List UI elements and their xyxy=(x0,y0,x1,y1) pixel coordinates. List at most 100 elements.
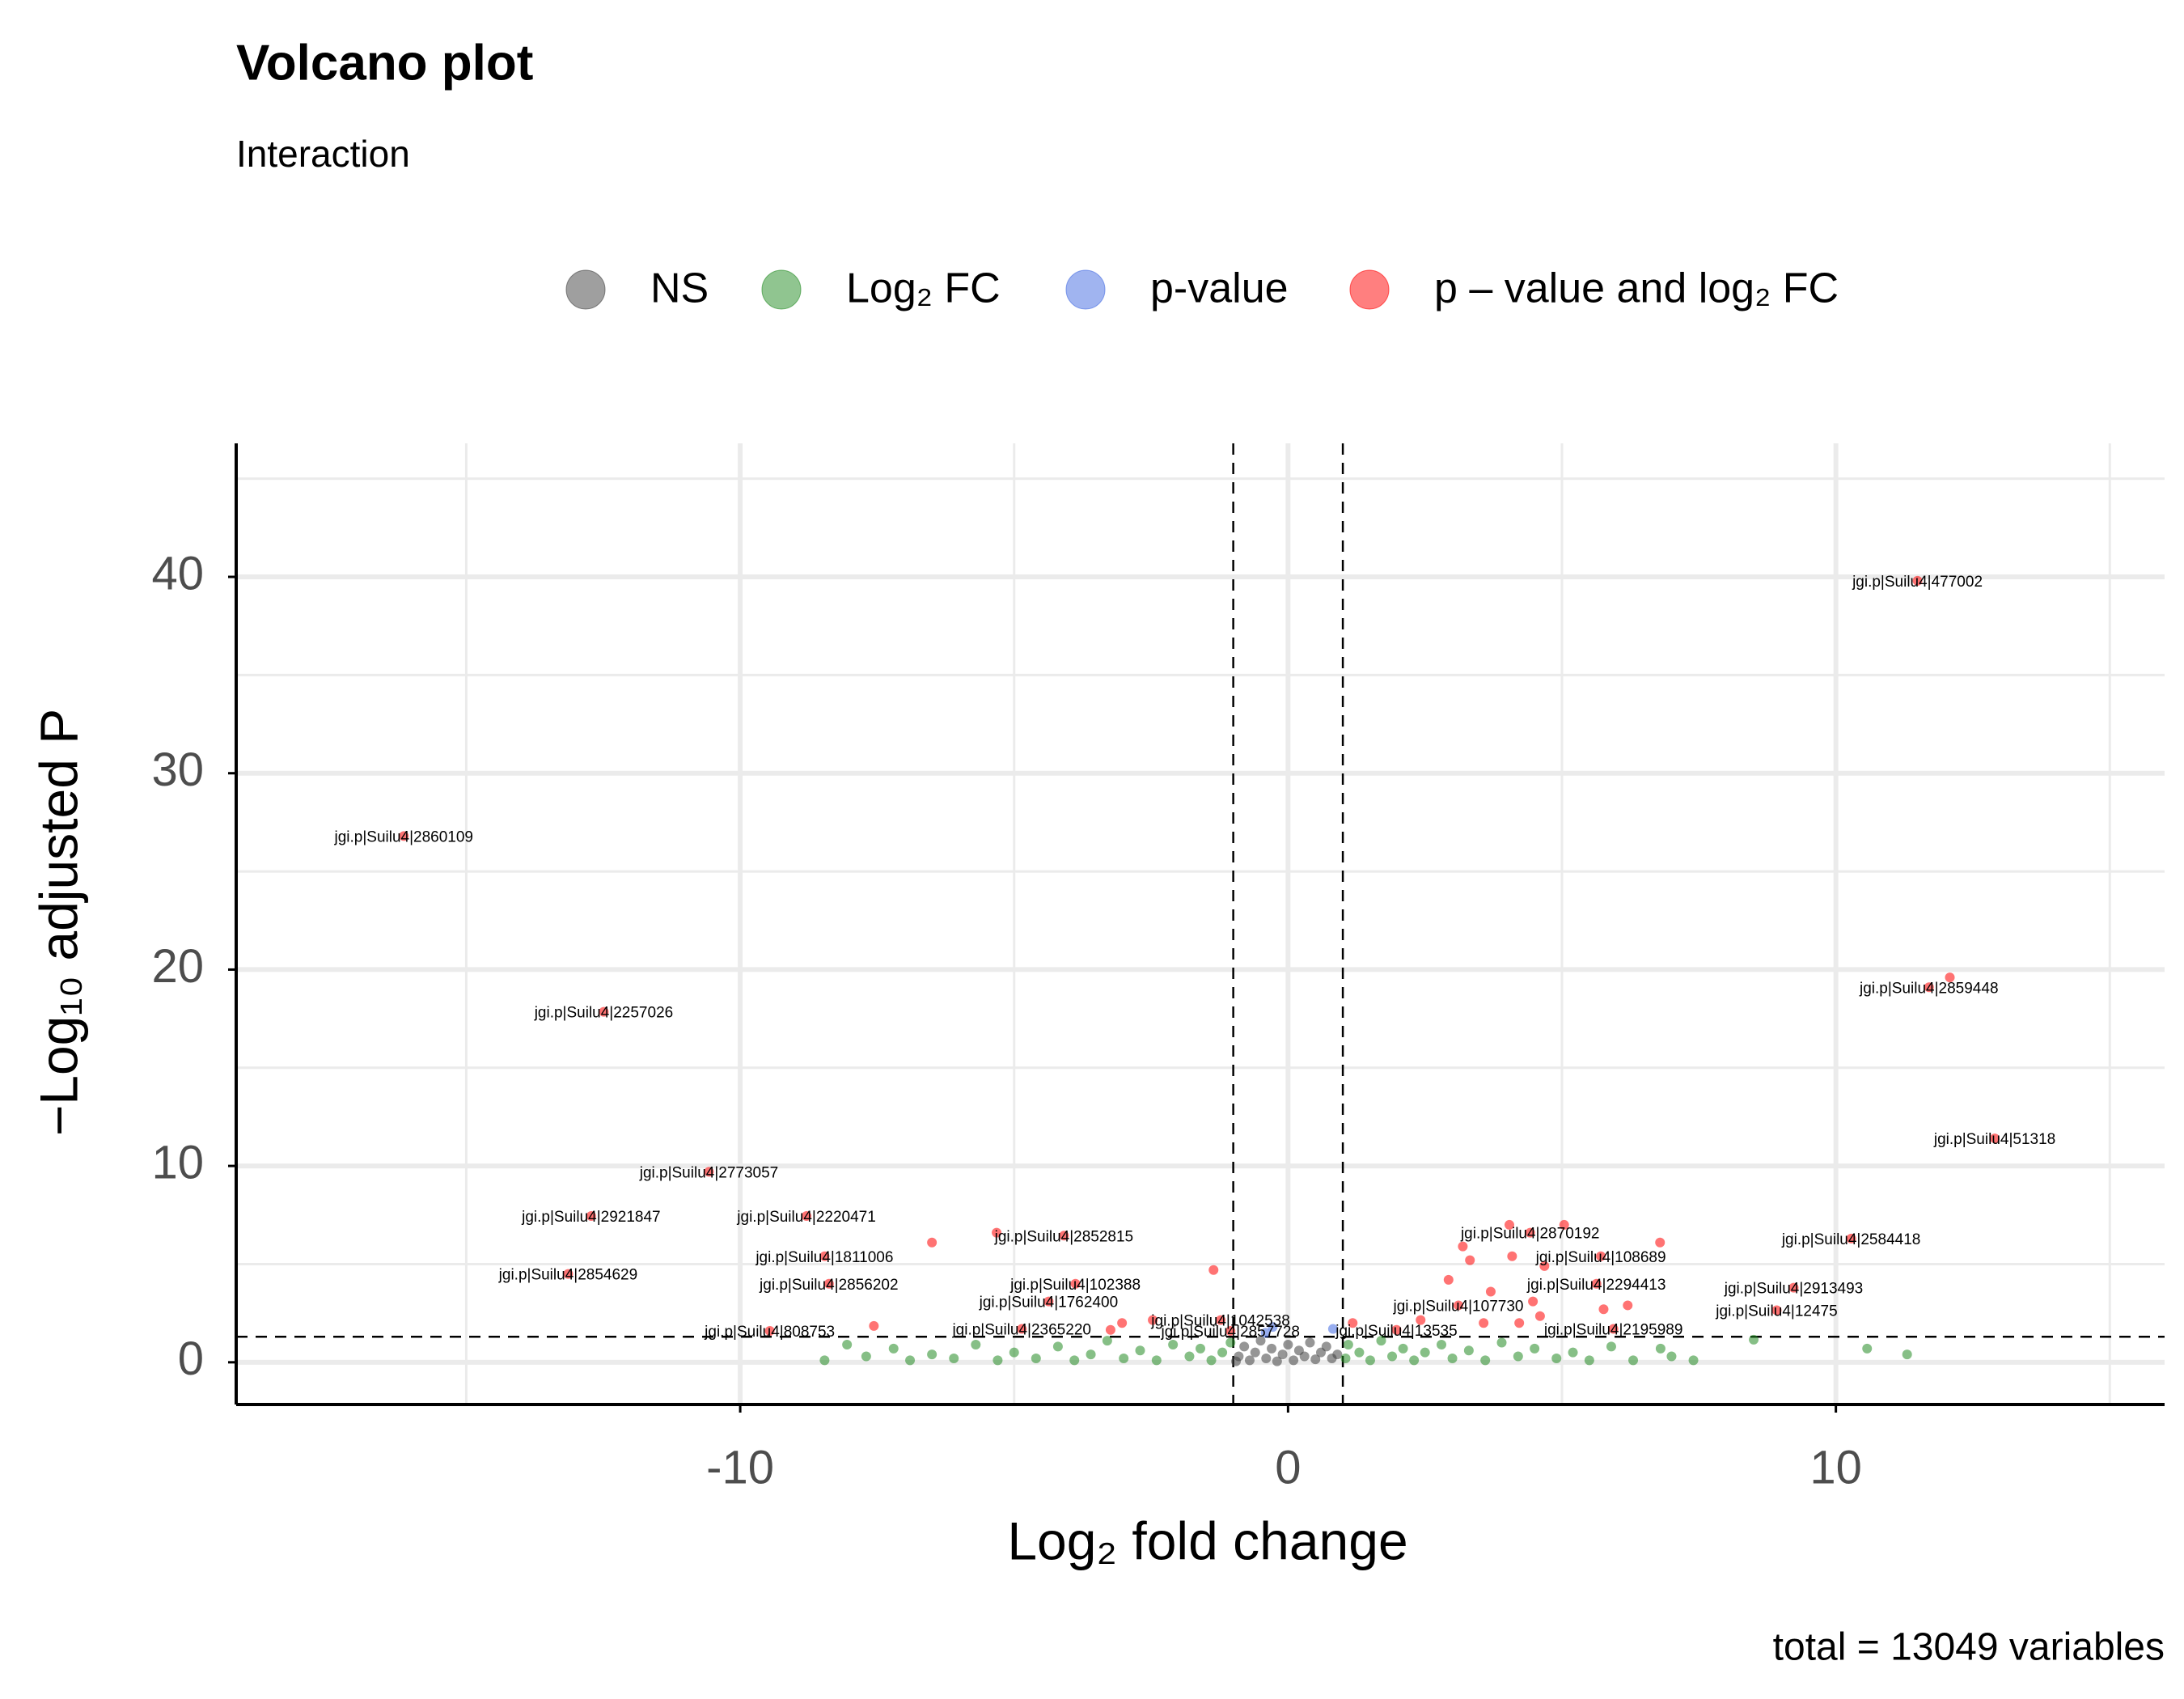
point-label: jgi.p|Suilu4|2220471 xyxy=(736,1209,876,1226)
point-label: jgi.p|Suilu4|107730 xyxy=(1393,1298,1524,1315)
point xyxy=(1148,1315,1158,1325)
point xyxy=(1749,1334,1759,1345)
point xyxy=(1340,1353,1351,1363)
caption: total = 13049 variables xyxy=(1773,1626,2165,1669)
point xyxy=(1530,1343,1540,1354)
point xyxy=(1387,1351,1398,1362)
point xyxy=(971,1339,981,1349)
point-label: jgi.p|Suilu4|2365220 xyxy=(951,1322,1091,1339)
point xyxy=(399,831,409,841)
point xyxy=(563,1269,574,1279)
point-label: jgi.p|Suilu4|12475 xyxy=(1715,1303,1837,1320)
point-label: jgi.p|Suilu4|108689 xyxy=(1535,1249,1666,1266)
point xyxy=(1184,1351,1195,1362)
point-label: jgi.p|Suilu4|1762400 xyxy=(979,1294,1119,1311)
point xyxy=(1420,1347,1430,1358)
point xyxy=(1945,972,1955,983)
legend-swatch xyxy=(761,269,802,310)
point xyxy=(888,1343,899,1354)
legend-label: NS xyxy=(650,265,709,312)
point-label: jgi.p|Suilu4|2857728 xyxy=(1160,1324,1300,1341)
point xyxy=(1688,1355,1699,1366)
point-label: jgi.p|Suilu4|2921847 xyxy=(521,1209,661,1226)
point-label: jgi.p|Suilu4|808753 xyxy=(704,1324,835,1341)
point xyxy=(1365,1355,1375,1366)
point xyxy=(1623,1300,1633,1311)
point xyxy=(949,1353,959,1363)
point xyxy=(1017,1324,1027,1334)
point xyxy=(1480,1355,1491,1366)
point xyxy=(1398,1343,1408,1354)
point xyxy=(1655,1237,1666,1248)
point xyxy=(1244,1355,1255,1366)
point xyxy=(1507,1251,1517,1261)
y-tick-label: 40 xyxy=(151,547,204,600)
point xyxy=(1277,1349,1288,1360)
point xyxy=(1551,1353,1562,1363)
point xyxy=(1608,1324,1619,1334)
point xyxy=(1348,1318,1358,1328)
y-tick-label: 10 xyxy=(151,1136,204,1188)
point xyxy=(1268,1322,1278,1333)
point xyxy=(905,1355,916,1366)
point-label: jgi.p|Suilu4|1042538 xyxy=(1150,1313,1290,1330)
point xyxy=(992,1227,1002,1238)
point-label: jgi.p|Suilu4|2860109 xyxy=(333,828,473,845)
point xyxy=(1070,1278,1081,1289)
point-label: jgi.p|Suilu4|2773057 xyxy=(639,1164,779,1181)
y-tick-label: 20 xyxy=(151,940,204,993)
point xyxy=(1225,1337,1236,1348)
point xyxy=(1453,1300,1463,1311)
point xyxy=(1272,1356,1282,1366)
legend-swatch xyxy=(565,269,606,310)
point xyxy=(1261,1353,1272,1363)
point xyxy=(1628,1355,1639,1366)
y-axis-title: −Log₁₀ adjusted P xyxy=(28,709,88,1137)
point xyxy=(1052,1341,1063,1352)
point xyxy=(1447,1353,1458,1363)
point xyxy=(1321,1341,1331,1352)
point xyxy=(1119,1353,1129,1363)
point-label: jgi.p|Suilu4|102388 xyxy=(1009,1277,1141,1294)
point-label: jgi.p|Suilu4|13535 xyxy=(1335,1323,1457,1340)
point xyxy=(1525,1227,1535,1238)
point xyxy=(1376,1336,1386,1346)
point xyxy=(1591,1278,1602,1289)
point xyxy=(1539,1260,1550,1271)
point xyxy=(1151,1355,1162,1366)
point xyxy=(842,1339,853,1349)
point-label: jgi.p|Suilu4|2257026 xyxy=(534,1005,674,1022)
point xyxy=(927,1237,938,1248)
point xyxy=(1902,1349,1912,1360)
y-tick-label: 30 xyxy=(151,744,204,796)
point xyxy=(764,1325,775,1336)
point xyxy=(1443,1274,1454,1285)
point xyxy=(1343,1339,1353,1349)
point xyxy=(1031,1353,1041,1363)
point-label: jgi.p|Suilu4|2854629 xyxy=(498,1267,638,1284)
point-label: jgi.p|Suilu4|51318 xyxy=(1933,1131,2055,1148)
x-tick-label: 10 xyxy=(1809,1441,1862,1494)
point-label: jgi.p|Suilu4|2859448 xyxy=(1859,980,1999,997)
point xyxy=(1496,1337,1507,1348)
point xyxy=(1596,1251,1606,1261)
point xyxy=(1409,1355,1420,1366)
x-tick-label: 0 xyxy=(1275,1441,1301,1494)
point xyxy=(1771,1305,1782,1316)
point xyxy=(1846,1233,1856,1244)
point xyxy=(1267,1343,1277,1354)
point xyxy=(1009,1347,1019,1358)
point xyxy=(1250,1347,1260,1358)
point xyxy=(586,1211,596,1222)
point xyxy=(1666,1351,1677,1362)
point xyxy=(1239,1341,1250,1352)
point xyxy=(1990,1133,2000,1144)
point xyxy=(802,1211,812,1222)
point xyxy=(1437,1339,1446,1349)
point xyxy=(1289,1355,1299,1366)
point xyxy=(1135,1345,1145,1356)
point xyxy=(1299,1351,1310,1362)
point xyxy=(599,1006,609,1017)
point xyxy=(1584,1355,1594,1366)
